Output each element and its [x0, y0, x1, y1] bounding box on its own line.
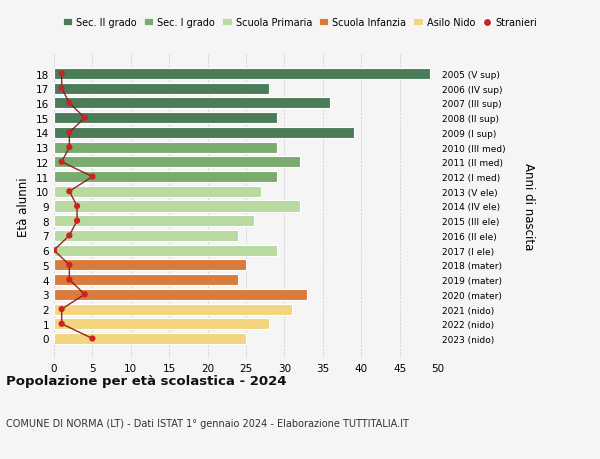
Point [80, 291, 89, 298]
Point [65, 232, 74, 240]
Bar [54, 201, 300, 212]
Bar [54, 304, 292, 315]
Y-axis label: Anni di nascita: Anni di nascita [523, 163, 535, 250]
Text: COMUNE DI NORMA (LT) - Dati ISTAT 1° gennaio 2024 - Elaborazione TUTTITALIA.IT: COMUNE DI NORMA (LT) - Dati ISTAT 1° gen… [6, 418, 409, 428]
Point [49, 247, 59, 254]
Text: Popolazione per età scolastica - 2024: Popolazione per età scolastica - 2024 [6, 374, 287, 387]
Bar [54, 333, 246, 344]
Point [88, 174, 97, 181]
Bar [54, 142, 277, 153]
Point [65, 276, 74, 284]
Point [80, 115, 89, 122]
Point [65, 144, 74, 151]
Bar [54, 113, 277, 124]
Bar [54, 128, 353, 139]
Point [72, 203, 82, 210]
Bar [54, 98, 331, 109]
Y-axis label: Età alunni: Età alunni [17, 177, 31, 236]
Point [65, 100, 74, 107]
Point [57, 320, 67, 328]
Point [57, 71, 67, 78]
Legend: Sec. II grado, Sec. I grado, Scuola Primaria, Scuola Infanzia, Asilo Nido, Stran: Sec. II grado, Sec. I grado, Scuola Prim… [63, 18, 537, 28]
Point [57, 85, 67, 93]
Bar [54, 186, 262, 197]
Bar [54, 274, 238, 285]
Point [72, 218, 82, 225]
Bar [54, 289, 307, 300]
Point [65, 262, 74, 269]
Point [57, 306, 67, 313]
Bar [54, 230, 238, 241]
Point [57, 159, 67, 166]
Point [88, 335, 97, 342]
Bar [54, 260, 246, 271]
Bar [54, 69, 430, 80]
Bar [54, 172, 277, 183]
Bar [54, 245, 277, 256]
Bar [54, 216, 254, 227]
Bar [54, 157, 300, 168]
Bar [54, 319, 269, 330]
Point [65, 129, 74, 137]
Bar [54, 84, 269, 95]
Point [65, 188, 74, 196]
